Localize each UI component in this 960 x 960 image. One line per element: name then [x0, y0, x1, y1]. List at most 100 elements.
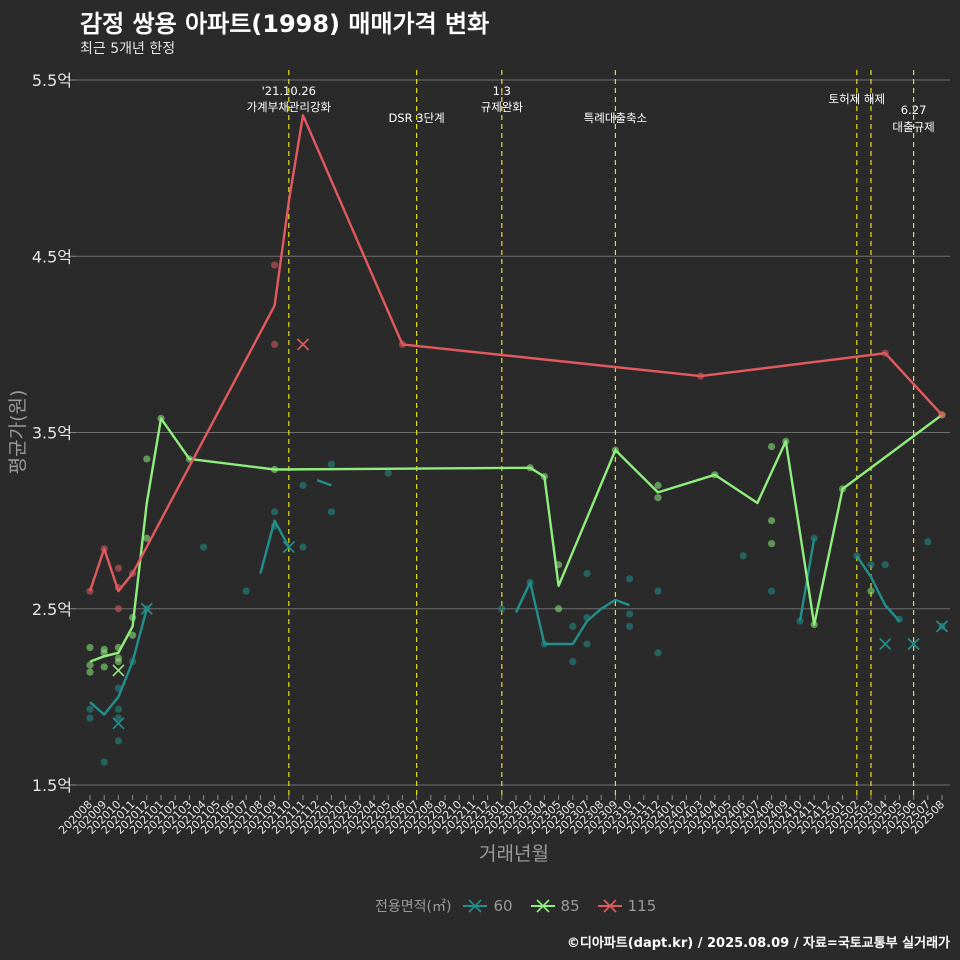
data-point-115	[881, 349, 889, 357]
data-point-85	[157, 414, 165, 422]
cross-stroke	[112, 664, 125, 677]
cross-stroke	[296, 338, 310, 351]
data-point-60	[881, 561, 889, 569]
legend-label-60: 60	[493, 897, 513, 915]
series-line-60	[89, 608, 148, 716]
data-point-60	[327, 508, 335, 516]
data-point-85	[100, 649, 108, 657]
data-point-85	[711, 471, 719, 479]
data-point-85	[810, 621, 818, 629]
data-point-60	[654, 649, 662, 657]
data-point-85	[114, 643, 122, 652]
cross-marker-60	[879, 637, 892, 651]
event-label: 가계부채관리강화	[246, 100, 331, 114]
cross-stroke	[140, 602, 153, 615]
series-line-115	[88, 114, 943, 593]
data-point-60	[242, 587, 250, 595]
data-point-60	[626, 610, 634, 618]
data-point-85	[654, 481, 662, 489]
event-label: 특례대출축소	[584, 111, 647, 125]
data-point-60	[583, 640, 591, 648]
data-point-85	[129, 613, 137, 622]
cross-stroke	[879, 637, 892, 651]
chart-title: 감정 쌍용 아파트(1998) 매매가격 변화	[80, 10, 490, 38]
event-label: 규제완화	[481, 100, 524, 114]
data-point-60	[86, 705, 94, 713]
data-point-60	[853, 552, 861, 560]
data-point-60	[200, 543, 208, 551]
legend: 전용면적(㎡) 60 85 115	[375, 896, 666, 916]
data-point-60	[626, 622, 634, 630]
data-point-85	[86, 643, 94, 652]
event-label: 6.27	[901, 103, 927, 117]
y-tick-label: 1.5억	[32, 776, 72, 795]
series-line-60	[316, 478, 332, 487]
data-point-85	[768, 539, 776, 548]
data-point-85	[143, 534, 151, 542]
data-point-85	[540, 472, 549, 481]
legend-item-60: 60	[463, 896, 513, 916]
y-tick-label: 4.5억	[32, 247, 72, 266]
data-point-60	[271, 508, 279, 516]
cross-marker-60	[935, 620, 949, 633]
grid-layer	[76, 79, 950, 786]
data-point-60	[569, 622, 577, 630]
x-axis-label: 거래년월	[479, 843, 549, 865]
data-point-60	[114, 737, 122, 745]
source-caption: ©디아파트(dapt.kr) / 2025.08.09 / 자료=국토교통부 실…	[566, 936, 950, 951]
data-point-85	[526, 464, 534, 472]
data-point-60	[526, 578, 534, 586]
data-point-85	[129, 631, 137, 639]
data-point-115	[398, 340, 406, 348]
data-point-60	[583, 613, 591, 622]
data-point-60	[271, 522, 279, 530]
data-point-85	[143, 455, 151, 463]
data-point-60	[867, 561, 875, 569]
series-layer	[86, 114, 949, 766]
data-point-60	[569, 658, 577, 666]
data-point-60	[739, 552, 747, 560]
data-point-60	[583, 569, 591, 578]
event-layer	[288, 70, 915, 795]
data-point-60	[626, 575, 634, 583]
data-point-115	[271, 261, 279, 269]
cross-stroke	[907, 637, 920, 651]
data-point-60	[114, 705, 122, 713]
data-point-85	[768, 517, 776, 525]
data-point-60	[768, 587, 776, 595]
data-point-115	[938, 411, 946, 419]
data-point-60	[299, 481, 307, 489]
data-point-85	[867, 587, 875, 595]
data-point-115	[271, 340, 279, 348]
y-tick-label: 5.5억	[32, 71, 72, 90]
legend-title: 전용면적(㎡)	[375, 899, 452, 915]
data-point-60	[100, 758, 108, 766]
data-point-115	[114, 584, 122, 592]
data-point-85	[114, 658, 122, 666]
data-point-60	[114, 684, 122, 692]
cross-stroke	[112, 717, 125, 730]
data-point-85	[86, 668, 94, 676]
data-point-85	[839, 485, 847, 493]
legend-label-85: 85	[560, 897, 580, 915]
legend-item-85: 85	[530, 896, 580, 916]
data-point-60	[924, 538, 932, 546]
event-label: 토허제 해제	[829, 92, 886, 106]
cross-stroke	[282, 540, 295, 554]
data-point-60	[129, 658, 137, 666]
series-line-60	[259, 519, 290, 574]
data-point-85	[555, 561, 563, 569]
data-point-85	[271, 465, 279, 474]
cross-marker-60	[907, 637, 920, 651]
cross-marker-85	[112, 664, 125, 677]
data-point-60	[86, 714, 94, 722]
event-label: DSR 3단계	[388, 111, 444, 125]
cross-marker-60	[282, 540, 295, 554]
data-point-60	[540, 640, 549, 648]
event-label: '21.10.26	[262, 84, 316, 98]
data-point-115	[129, 569, 137, 578]
legend-key-60-icon	[463, 899, 488, 913]
data-point-115	[100, 545, 108, 553]
